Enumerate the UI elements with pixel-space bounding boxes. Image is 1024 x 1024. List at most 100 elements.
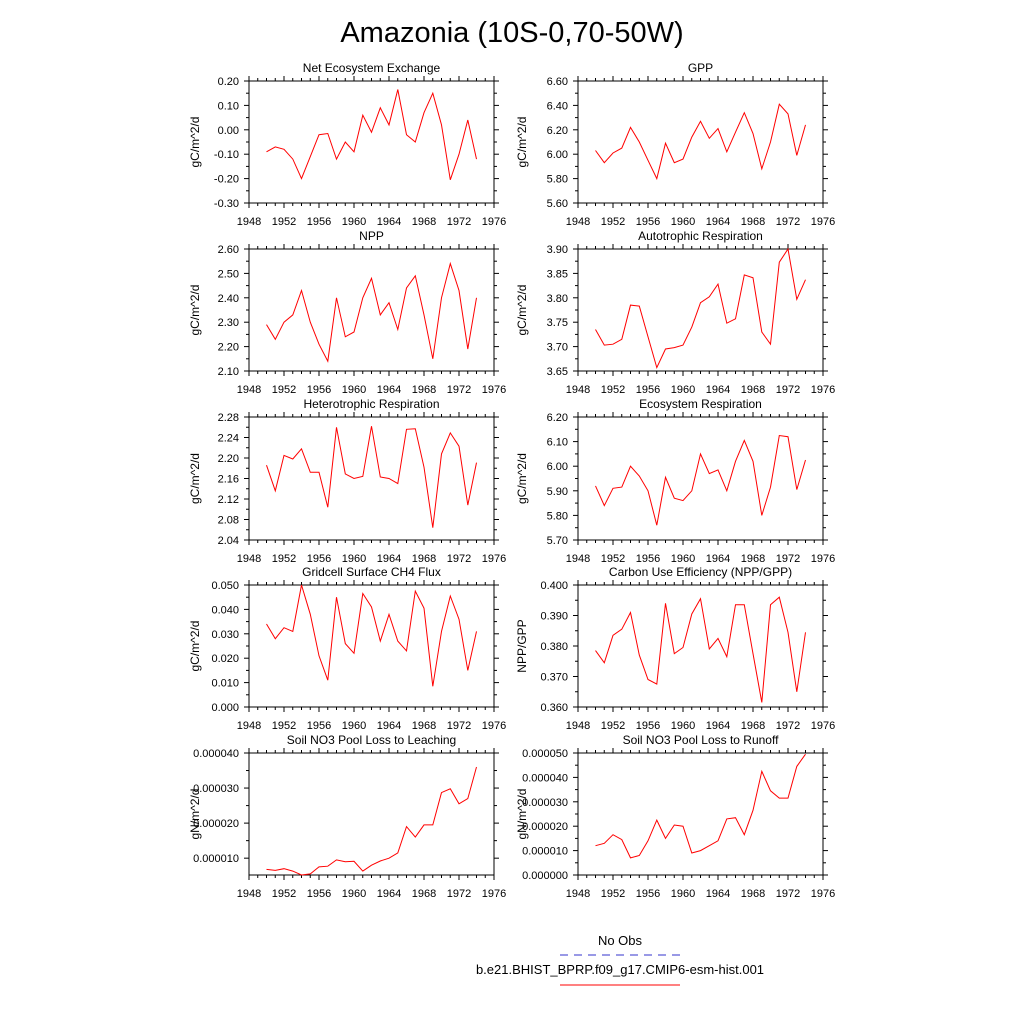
chart-7-ytick-label: 0.030 (211, 629, 239, 641)
chart-6-ytick-label: 6.10 (547, 437, 568, 449)
chart-3-xtick-label: 1964 (377, 384, 401, 396)
chart-6-ecosystem-respiration: Ecosystem Respiration 1948 1952 1956 1960 196… (515, 397, 835, 565)
chart-8-xtick-label: 1952 (601, 720, 625, 732)
chart-10-xtick-label: 1956 (636, 888, 660, 900)
chart-10-ytick-label: 0.000040 (522, 772, 568, 784)
chart-6-ylabel: gC/m^2/d (515, 453, 529, 504)
chart-5-ytick-label: 2.28 (218, 412, 239, 424)
chart-8-xtick-label: 1960 (671, 720, 695, 732)
chart-1-series-line (266, 89, 477, 180)
chart-1-ytick-label: 0.10 (218, 100, 239, 112)
chart-1-ytick-label: -0.10 (214, 149, 239, 161)
chart-6-ytick-label: 5.90 (547, 486, 568, 498)
chart-10-ylabel: gN/m^2/d (515, 789, 529, 840)
chart-8-ytick-label: 0.360 (540, 702, 568, 714)
chart-8-ytick-label: 0.400 (540, 580, 568, 592)
chart-5-ytick-label: 2.20 (218, 453, 239, 465)
chart-8-ytick-label: 0.370 (540, 672, 568, 684)
chart-4-ytick-label: 3.80 (547, 293, 568, 305)
chart-7-title: Gridcell Surface CH4 Flux (302, 565, 441, 579)
chart-4-ytick-label: 3.85 (547, 268, 568, 280)
chart-2-xtick-label: 1956 (636, 216, 660, 228)
chart-2-title: GPP (688, 61, 713, 75)
chart-7-ytick-label: 0.000 (211, 702, 239, 714)
chart-8-title: Carbon Use Efficiency (NPP/GPP) (609, 565, 792, 579)
chart-4-autotrophic-respiration: Autotrophic Respiration 1948 1952 1956 1960 1… (515, 229, 835, 396)
chart-6-xtick-label: 1964 (706, 553, 730, 565)
chart-10-xtick-label: 1972 (776, 888, 800, 900)
chart-7-xtick-label: 1960 (342, 720, 366, 732)
chart-3-xtick-label: 1976 (482, 384, 506, 396)
figure-title: Amazonia (10S-0,70-50W) (340, 17, 683, 49)
chart-6-xtick-label: 1972 (776, 553, 800, 565)
chart-1-xtick-label: 1968 (412, 216, 436, 228)
chart-7-ytick-label: 0.040 (211, 604, 239, 616)
chart-2-ytick-label: 6.00 (547, 149, 568, 161)
chart-3-xtick-label: 1968 (412, 384, 436, 396)
chart-3-plot-frame (248, 248, 495, 372)
chart-5-xtick-label: 1964 (377, 553, 401, 565)
chart-2-xtick-label: 1972 (776, 216, 800, 228)
chart-5-ytick-label: 2.08 (218, 515, 239, 527)
chart-10-ytick-label: 0.000030 (522, 797, 568, 809)
chart-7-plot-frame (248, 584, 495, 708)
legend: No Obs b.e21.BHIST_BPRP.f09_g17.CMIP6-es… (476, 933, 764, 986)
chart-10-ytick-label: 0.000000 (522, 870, 568, 882)
chart-6-xtick-label: 1968 (741, 553, 765, 565)
chart-7-xtick-label: 1952 (272, 720, 296, 732)
chart-10-ytick-label: 0.000010 (522, 846, 568, 858)
chart-8-carbon-use-efficiency-npp-gpp: Carbon Use Efficiency (NPP/GPP) 1948 1952 1… (515, 565, 835, 732)
chart-9-plot-frame (248, 752, 495, 876)
chart-5-xtick-label: 1968 (412, 553, 436, 565)
chart-5-xtick-label: 1956 (307, 553, 331, 565)
chart-1-net-ecosystem-exchange: Net Ecosystem Exchange 1948 1952 1956 1960 19… (188, 61, 506, 228)
chart-3-xtick-label: 1956 (307, 384, 331, 396)
chart-10-xtick-label: 1976 (811, 888, 835, 900)
chart-2-series-line (595, 103, 806, 181)
chart-9-ytick-label: 0.000010 (193, 853, 239, 865)
chart-2-xtick-label: 1976 (811, 216, 835, 228)
chart-2-xtick-label: 1952 (601, 216, 625, 228)
chart-10-ytick-label: 0.000020 (522, 821, 568, 833)
chart-8-plot-frame (577, 584, 824, 708)
chart-7-series-line (266, 584, 477, 687)
chart-2-ytick-label: 5.80 (547, 174, 568, 186)
chart-5-title: Heterotrophic Respiration (303, 397, 439, 411)
chart-3-series-line (266, 261, 477, 363)
chart-1-ytick-label: 0.00 (218, 125, 239, 137)
chart-3-xtick-label: 1960 (342, 384, 366, 396)
chart-1-title: Net Ecosystem Exchange (303, 61, 441, 75)
chart-4-xtick-label: 1976 (811, 384, 835, 396)
chart-5-series-line (266, 426, 477, 528)
chart-6-xtick-label: 1948 (566, 553, 590, 565)
chart-1-xtick-label: 1960 (342, 216, 366, 228)
chart-3-xtick-label: 1952 (272, 384, 296, 396)
chart-4-ylabel: gC/m^2/d (515, 285, 529, 336)
chart-5-xtick-label: 1952 (272, 553, 296, 565)
chart-7-xtick-label: 1976 (482, 720, 506, 732)
chart-6-ytick-label: 6.00 (547, 461, 568, 473)
chart-8-xtick-label: 1956 (636, 720, 660, 732)
chart-2-ytick-label: 5.60 (547, 198, 568, 210)
chart-7-ytick-label: 0.020 (211, 653, 239, 665)
chart-2-ylabel: gC/m^2/d (515, 117, 529, 168)
chart-1-ytick-label: 0.20 (218, 76, 239, 88)
chart-5-ytick-label: 2.04 (218, 535, 239, 547)
chart-6-title: Ecosystem Respiration (639, 397, 762, 411)
chart-9-soil-no3-pool-loss-to-leaching: Soil NO3 Pool Loss to Leaching 1948 1952 19… (188, 733, 506, 900)
legend-label-model-run: b.e21.BHIST_BPRP.f09_g17.CMIP6-esm-hist.… (476, 962, 764, 977)
chart-9-xtick-label: 1960 (342, 888, 366, 900)
chart-7-xtick-label: 1956 (307, 720, 331, 732)
chart-2-xtick-label: 1968 (741, 216, 765, 228)
chart-4-title: Autotrophic Respiration (638, 229, 763, 243)
chart-4-xtick-label: 1952 (601, 384, 625, 396)
chart-7-gridcell-surface-ch4-flux: Gridcell Surface CH4 Flux 1948 1952 1956 196… (188, 565, 506, 732)
chart-1-xtick-label: 1964 (377, 216, 401, 228)
chart-1-xtick-label: 1976 (482, 216, 506, 228)
panel-grid: Net Ecosystem Exchange 1948 1952 1956 1960 19… (188, 61, 835, 900)
chart-9-ytick-label: 0.000030 (193, 783, 239, 795)
chart-7-ylabel: gC/m^2/d (188, 621, 202, 672)
chart-8-ytick-label: 0.390 (540, 611, 568, 623)
chart-9-xtick-label: 1964 (377, 888, 401, 900)
chart-4-series-line (595, 247, 806, 370)
